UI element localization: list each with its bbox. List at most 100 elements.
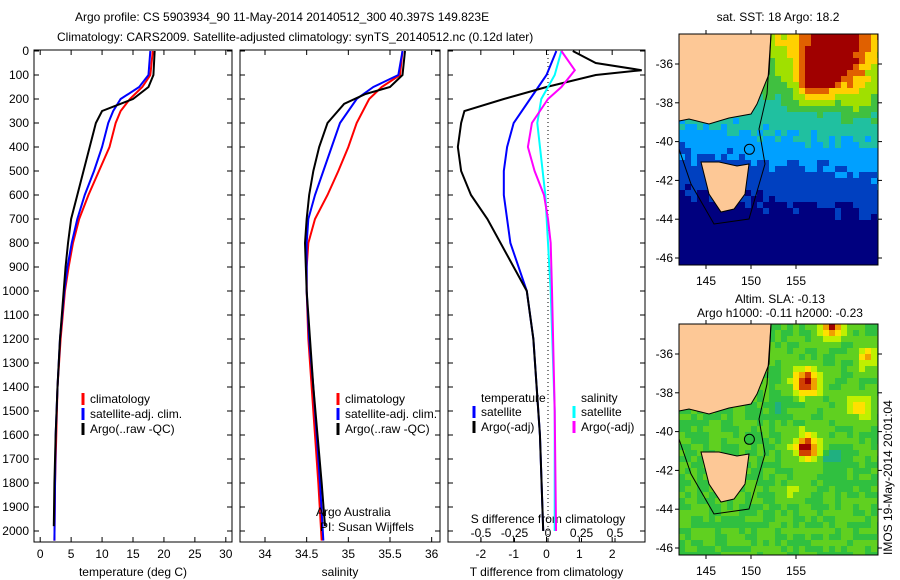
sst-map-cell <box>871 52 877 58</box>
sla-map-cell <box>847 552 853 555</box>
sla-map-cell <box>823 426 829 432</box>
diff-line-argo <box>456 50 642 532</box>
sst-map-cell <box>763 88 769 94</box>
sst-map-cell <box>763 208 769 214</box>
sst-map-cell <box>853 232 859 238</box>
sla-map-cell <box>853 534 859 540</box>
sla-map-cell <box>871 324 877 330</box>
sst-map-cell <box>769 76 775 82</box>
sla-map-cell <box>805 546 811 552</box>
sla-map-cell <box>793 444 799 450</box>
sst-map-cell <box>811 148 817 154</box>
sla-map-cell <box>739 426 745 432</box>
sst-map-cell <box>775 166 781 172</box>
sla-map-cell <box>835 456 841 462</box>
sst-map-cell <box>847 160 853 166</box>
sst-map-cell <box>703 148 709 154</box>
sla-map-cell <box>697 528 703 534</box>
sla-map-cell <box>853 324 859 330</box>
sst-map-cell <box>685 196 691 202</box>
sla-map-cell <box>775 414 781 420</box>
sst-map-cell <box>841 232 847 238</box>
sst-map-cell <box>703 226 709 232</box>
sla-lat-label: -36 <box>656 347 674 361</box>
sst-map-cell <box>787 40 793 46</box>
sst-map-cell <box>739 124 745 130</box>
sla-map-cell <box>751 492 757 498</box>
sst-map-cell <box>805 190 811 196</box>
sla-map-cell <box>829 402 835 408</box>
sst-map-cell <box>691 208 697 214</box>
sst-map-cell <box>757 262 763 265</box>
sst-map-cell <box>721 136 727 142</box>
sst-map-cell <box>853 130 859 136</box>
sla-map-cell <box>871 468 877 474</box>
sla-map-cell <box>805 480 811 486</box>
sst-map-cell <box>703 232 709 238</box>
sla-map-cell <box>829 420 835 426</box>
sla-map-cell <box>787 450 793 456</box>
sst-map-cell <box>859 262 865 265</box>
sst-map-cell <box>823 214 829 220</box>
sst-map-cell <box>679 196 685 202</box>
sst-map-cell <box>793 154 799 160</box>
sst-map-cell <box>745 124 751 130</box>
sla-map-cell <box>793 324 799 330</box>
sst-map-cell <box>823 142 829 148</box>
sst-map-cell <box>865 172 871 178</box>
sla-map-cell <box>727 510 733 516</box>
sla-map-cell <box>703 474 709 480</box>
sla-map-cell <box>853 366 859 372</box>
sla-map-cell <box>787 390 793 396</box>
sla-map-cell <box>823 384 829 390</box>
sst-map-cell <box>787 106 793 112</box>
sst-map-cell <box>847 196 853 202</box>
sla-map-cell <box>781 378 787 384</box>
sst-map-cell <box>835 256 841 262</box>
sst-map-cell <box>841 256 847 262</box>
sla-map-cell <box>697 468 703 474</box>
sst-map-cell <box>757 184 763 190</box>
sla-map-cell <box>793 336 799 342</box>
sst-map-cell <box>805 64 811 70</box>
sla-map-cell <box>793 426 799 432</box>
sla-map-cell <box>691 432 697 438</box>
sst-map-cell <box>793 100 799 106</box>
sla-lat-label: -44 <box>656 502 674 516</box>
sla-map-cell <box>829 342 835 348</box>
sst-map-cell <box>757 112 763 118</box>
sla-map-cell <box>763 372 769 378</box>
depth-tick-label: 1700 <box>2 452 29 466</box>
sst-map-cell <box>727 154 733 160</box>
sla-map-cell <box>871 378 877 384</box>
sla-map-cell <box>871 342 877 348</box>
sst-map-cell <box>847 58 853 64</box>
sla-map-cell <box>739 498 745 504</box>
sla-map-cell <box>793 462 799 468</box>
sla-map-cell <box>697 540 703 546</box>
sla-map-cell <box>697 480 703 486</box>
sst-lat-label: -40 <box>656 135 674 149</box>
sst-map-cell <box>763 124 769 130</box>
depth-tick-label: 1300 <box>2 356 29 370</box>
sla-map-cell <box>835 474 841 480</box>
temp-xtick-label: 10 <box>95 547 109 561</box>
sla-map-cell <box>829 552 835 555</box>
sla-map-cell <box>679 474 685 480</box>
sst-map-cell <box>865 154 871 160</box>
sla-map-cell <box>727 504 733 510</box>
sla-map-cell <box>871 522 877 528</box>
sst-map-cell <box>715 214 721 220</box>
sst-map-cell <box>679 130 685 136</box>
sla-map-cell <box>871 474 877 480</box>
timestamp-stamp: IMOS 19-May-2014 20:01:04 <box>881 400 895 555</box>
sla-map-cell <box>817 546 823 552</box>
sla-map-cell <box>775 372 781 378</box>
sla-map-cell <box>853 450 859 456</box>
sst-map-cell <box>829 214 835 220</box>
sst-map-cell <box>817 124 823 130</box>
sst-map-cell <box>847 238 853 244</box>
sla-map-cell <box>829 528 835 534</box>
sst-map-cell <box>697 172 703 178</box>
sst-map-cell <box>817 34 823 40</box>
